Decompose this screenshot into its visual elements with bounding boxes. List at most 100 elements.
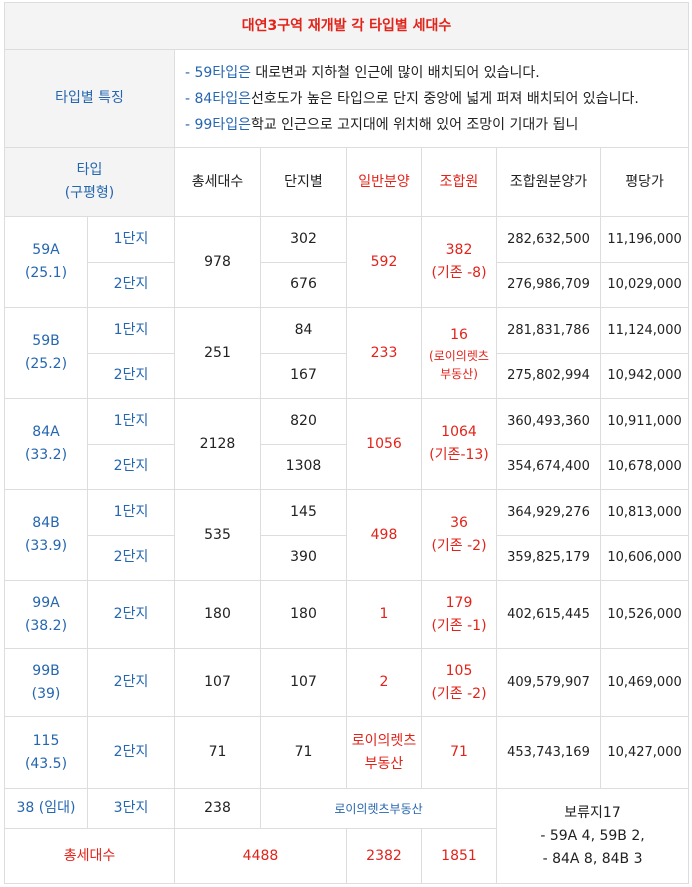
table-row: 2단지 676 276,986,709 10,029,000 (5, 261, 690, 308)
header-cell: 일반분양 (346, 147, 422, 217)
total-cell: 978 (174, 216, 261, 308)
feature-text: 대로변과 지하철 인근에 많이 배치되어 있습니다. (250, 64, 540, 81)
feature-list: - 59타입은 대로변과 지하철 인근에 많이 배치되어 있습니다. - 84타입… (173, 49, 690, 148)
per-pyeong-cell: 11,124,000 (599, 307, 690, 354)
header-type: 타입 (구평형) (4, 147, 175, 217)
member-cell: 71 (421, 716, 497, 789)
table-row: 99B (39) 2단지 107 107 2 105 (기존 -2) 409,579,907 10… (4, 648, 690, 717)
table-row: 115 (43.5) 2단지 71 71 로이의렛츠부동산 71 453,743,169 10,… (4, 716, 690, 789)
general-cell: 2 (346, 648, 422, 717)
type-cell: 84B (33.9) (4, 489, 88, 581)
total-cell: 535 (174, 489, 261, 581)
type-cell: 59A (25.1) (4, 216, 88, 308)
per-pyeong-cell: 10,942,000 (599, 352, 690, 399)
cell-line: (33.2) (24, 447, 68, 463)
rental-note: 로이의렛츠부동산 (260, 788, 497, 829)
sum-label: 총세대수 (4, 828, 175, 884)
count-cell: 390 (260, 534, 347, 581)
header-cell: 평당가 (599, 147, 690, 217)
header-cell: 조합원 (421, 147, 497, 217)
total-cell: 2128 (174, 398, 261, 490)
per-pyeong-cell: 10,029,000 (599, 261, 690, 308)
table-row: 59A (25.1) 1단지 978 302 592 382 (기존 -8) 282,632,5… (4, 216, 690, 308)
member-note: (기존 -2) (431, 538, 487, 554)
feature-label: 타입별 특징 (4, 49, 175, 148)
complex-cell: 2단지 (87, 534, 175, 581)
member-cell: 105 (기존 -2) (421, 648, 497, 717)
member-count: 71 (450, 744, 468, 760)
per-pyeong-cell: 10,678,000 (599, 443, 690, 490)
member-cell: 179 (기존 -1) (421, 580, 497, 649)
member-count: 36 (450, 515, 468, 531)
total-cell: 180 (174, 580, 261, 649)
price-cell: 276,986,709 (496, 261, 601, 308)
sum-member: 1851 (421, 828, 497, 884)
type-cell: 115 (43.5) (4, 716, 88, 789)
feature-type: - 59타입은 (185, 64, 251, 81)
table-row: 84A (33.2) 1단지 2128 820 1056 1064 (기존-13) 360,49… (4, 398, 690, 490)
total-cell: 71 (174, 716, 261, 789)
cell-line: (39) (31, 685, 61, 702)
count-cell: 71 (260, 716, 347, 789)
complex-cell: 2단지 (87, 580, 175, 649)
complex-cell: 2단지 (87, 648, 175, 717)
price-cell: 281,831,786 (496, 307, 601, 354)
sum-general: 2382 (346, 828, 422, 884)
cell-line: (25.1) (24, 265, 68, 281)
cell-line: (43.5) (24, 755, 68, 772)
table-row: 2단지 390 359,825,179 10,606,000 (5, 534, 690, 581)
table-row: 대연3구역 재개발 각 타입별 세대수 (3, 2, 690, 50)
sum-total: 4488 (174, 828, 347, 884)
cell-line: (38.2) (24, 617, 68, 634)
header-cell: 총세대수 (174, 147, 261, 217)
general-cell: 로이의렛츠부동산 (346, 716, 422, 789)
table-row: 38 (임대) 3단지 238 로이의렛츠부동산 보류지17 - 59A 4, 59B 2… (4, 788, 690, 884)
complex-cell: 1단지 (87, 489, 175, 536)
cell-line: (33.9) (24, 538, 68, 554)
header-cell: 단지별 (260, 147, 347, 217)
count-cell: 167 (260, 352, 347, 399)
complex-cell: 1단지 (87, 216, 175, 263)
feature-line: - 99타입은학교 인근으로 고지대에 위치해 있어 조망이 기대가 됩니 (185, 112, 685, 138)
count-cell: 107 (260, 648, 347, 717)
price-cell: 275,802,994 (496, 352, 601, 399)
table-title: 대연3구역 재개발 각 타입별 세대수 (3, 2, 690, 50)
price-cell: 359,825,179 (496, 534, 601, 581)
complex-cell: 1단지 (87, 307, 175, 354)
cell-line: 보류지17 (564, 804, 621, 821)
complex-cell: 2단지 (87, 261, 175, 308)
cell-line: - 84A 8, 84B 3 (542, 850, 643, 867)
price-cell: 282,632,500 (496, 216, 601, 263)
table-row: 99A (38.2) 2단지 180 180 1 179 (기존 -1) 402,615,445… (4, 580, 690, 649)
count-cell: 302 (260, 216, 347, 263)
per-pyeong-cell: 10,526,000 (599, 580, 690, 649)
type-cell: 84A (33.2) (4, 398, 88, 490)
general-cell: 233 (346, 307, 422, 399)
general-cell: 1056 (346, 398, 422, 490)
complex-cell: 2단지 (87, 716, 175, 789)
count-cell: 676 (260, 261, 347, 308)
member-count: 16 (450, 326, 468, 343)
per-pyeong-cell: 10,427,000 (599, 716, 690, 789)
count-cell: 820 (260, 398, 347, 445)
cell-line: 115 (32, 732, 60, 749)
price-cell: 453,743,169 (496, 716, 601, 789)
count-cell: 180 (260, 580, 347, 649)
member-cell: 1064 (기존-13) (421, 398, 497, 490)
per-pyeong-cell: 10,469,000 (599, 648, 690, 717)
complex-cell: 2단지 (87, 352, 175, 399)
general-cell: 1 (346, 580, 422, 649)
count-cell: 1308 (260, 443, 347, 490)
general-cell: 592 (346, 216, 422, 308)
price-cell: 409,579,907 (496, 648, 601, 717)
cell-line: 타입 (76, 162, 103, 178)
table-row: 59B (25.2) 1단지 251 84 233 16 (로이의렛츠부동산) 281,831,… (4, 307, 690, 399)
cell-line: 84B (32, 515, 60, 531)
cell-line: - 59A 4, 59B 2, (540, 827, 645, 844)
count-cell: 84 (260, 307, 347, 354)
header-cell: 조합원분양가 (496, 147, 601, 217)
type-cell: 38 (임대) (4, 788, 88, 829)
cell-line: (25.2) (24, 356, 68, 372)
per-pyeong-cell: 10,813,000 (599, 489, 690, 536)
